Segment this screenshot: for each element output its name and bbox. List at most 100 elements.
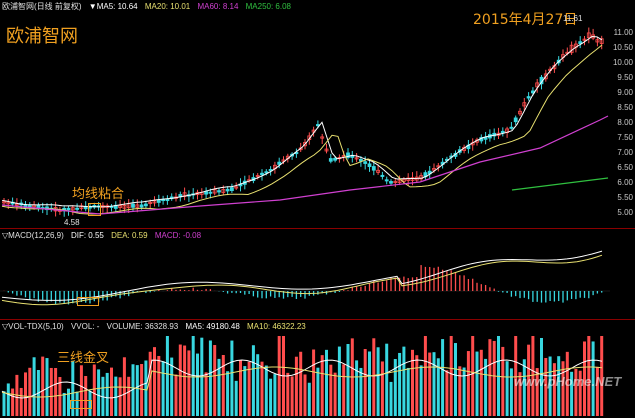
- candle: [143, 203, 148, 207]
- volume-chart[interactable]: [0, 320, 635, 418]
- volume-bar: [41, 356, 45, 416]
- volume-bar: [127, 376, 131, 416]
- price-y-tick: 6.00: [617, 178, 633, 187]
- vvol-label: VVOL: -: [70, 322, 100, 331]
- volume-panel[interactable]: ▽VOL-TDX(5,10) VVOL: - VOLUME: 36328.93 …: [0, 320, 635, 418]
- candle: [212, 189, 217, 194]
- volume-bar: [535, 368, 539, 416]
- volume-bar: [183, 345, 187, 416]
- volume-bar: [97, 369, 101, 416]
- candle: [346, 152, 350, 158]
- volume-bar: [157, 355, 161, 416]
- volume-bar: [148, 351, 152, 416]
- stock-name-label: 欧浦智网(日线 前复权): [2, 2, 82, 11]
- volume-bar: [221, 354, 225, 416]
- volume-header: ▽VOL-TDX(5,10) VVOL: - VOLUME: 36328.93 …: [2, 322, 311, 332]
- ma20-label: MA20: 10.01: [144, 2, 191, 11]
- candle: [328, 158, 333, 162]
- macd-panel[interactable]: ▽MACD(12,26,9) DIF: 0.55 DEA: 0.59 MACD:…: [0, 229, 635, 319]
- volume-bar: [454, 343, 457, 416]
- volume-bar: [428, 352, 432, 416]
- volume-bar: [557, 356, 561, 416]
- price-header: 欧浦智网(日线 前复权) ▼MA5: 10.64 MA20: 10.01 MA6…: [2, 2, 296, 12]
- volume-bar: [445, 370, 449, 416]
- volume-bar: [2, 391, 6, 416]
- volume-bar: [75, 391, 79, 416]
- ma60-label: MA60: 8.14: [197, 2, 239, 11]
- volume-bar: [380, 361, 384, 416]
- candle: [255, 175, 260, 178]
- volume-bar: [552, 363, 556, 416]
- macd-value-label: MACD: -0.08: [154, 231, 202, 240]
- volume-bar: [393, 359, 397, 416]
- dif-label: DIF: 0.55: [70, 231, 104, 240]
- volume-bar: [389, 381, 393, 416]
- vol-ma5-line: [1, 359, 603, 399]
- volume-bar: [24, 372, 27, 416]
- volume-bar: [548, 356, 552, 416]
- volume-bar: [208, 340, 212, 416]
- volume-bar: [561, 361, 565, 416]
- dif-line: [1, 250, 603, 301]
- volume-bar: [234, 380, 238, 416]
- volume-bar: [544, 358, 548, 416]
- volume-bar: [105, 372, 109, 416]
- candle: [135, 204, 140, 208]
- volume-bar: [509, 368, 513, 416]
- vol-name-label: ▽VOL-TDX(5,10): [2, 322, 64, 331]
- volume-bar: [19, 387, 23, 416]
- macd-header: ▽MACD(12,26,9) DIF: 0.55 DEA: 0.59 MACD:…: [2, 231, 206, 241]
- volume-bar: [570, 371, 574, 416]
- volume-bar: [28, 367, 32, 416]
- panel-separator: [0, 228, 635, 229]
- ma5-label: ▼MA5: 10.64: [88, 2, 138, 11]
- volume-bar: [600, 336, 604, 416]
- candle: [410, 177, 415, 181]
- volume-bar: [204, 372, 208, 416]
- candle: [599, 38, 604, 44]
- volume-bar: [251, 345, 255, 416]
- price-y-tick: 7.50: [617, 133, 633, 142]
- ma250-label: MA250: 6.08: [245, 2, 292, 11]
- price-y-tick: 10.50: [612, 43, 633, 52]
- price-chart-panel[interactable]: 欧浦智网(日线 前复权) ▼MA5: 10.64 MA20: 10.01 MA6…: [0, 0, 635, 228]
- low-price-label: 4.58: [64, 218, 80, 227]
- candle: [2, 201, 6, 204]
- stock-title: 欧浦智网: [6, 26, 78, 47]
- candle: [221, 189, 226, 193]
- volume-bar: [423, 336, 427, 416]
- volume-bar: [135, 365, 139, 416]
- vol-ma5-label: MA5: 49180.48: [185, 322, 240, 331]
- candle: [384, 179, 389, 182]
- candle: [578, 41, 583, 45]
- candlestick-chart[interactable]: [0, 0, 635, 228]
- volume-bar: [436, 358, 440, 416]
- volume-bar: [161, 361, 165, 416]
- candle: [522, 102, 527, 107]
- volume-bar: [144, 360, 148, 416]
- volume-bar: [11, 388, 15, 416]
- candle: [6, 201, 11, 205]
- price-y-tick: 9.00: [617, 88, 633, 97]
- candle: [419, 175, 424, 180]
- volume-bar: [49, 367, 53, 416]
- volume-bar: [484, 358, 488, 416]
- volume-bar: [131, 364, 135, 416]
- volume-bar: [316, 367, 320, 416]
- volume-bar: [165, 336, 169, 416]
- candle: [354, 157, 359, 160]
- volume-bar: [312, 349, 316, 416]
- ma-converge-annotation: 均线粘合: [72, 187, 125, 202]
- candle: [75, 207, 79, 210]
- volume-bar: [462, 367, 466, 416]
- candle: [376, 169, 381, 173]
- candle: [393, 180, 398, 184]
- candle: [264, 171, 269, 174]
- volume-bar: [79, 365, 83, 416]
- candle: [217, 190, 221, 193]
- volume-bar: [329, 364, 333, 416]
- volume-bar: [114, 376, 118, 416]
- candle: [401, 178, 406, 182]
- candle: [595, 39, 600, 43]
- candle: [320, 136, 325, 139]
